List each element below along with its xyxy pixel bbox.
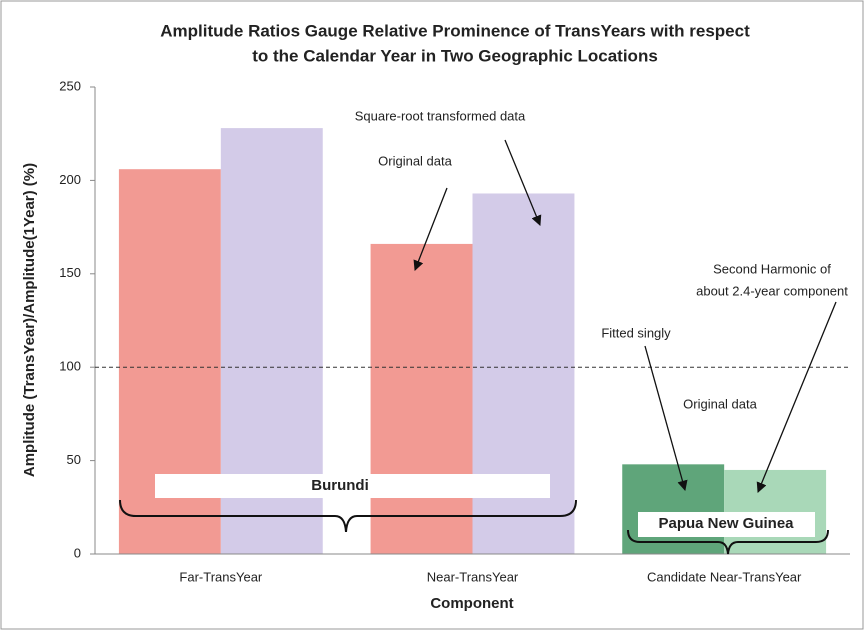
annotation: Square-root transformed data xyxy=(355,108,526,123)
y-tick-label: 250 xyxy=(59,78,81,93)
arrow xyxy=(644,345,688,492)
group-box xyxy=(638,512,815,537)
group-box xyxy=(155,474,550,498)
y-tick-label: 0 xyxy=(74,545,81,560)
arrow xyxy=(504,139,542,226)
annotation: Fitted singly xyxy=(601,325,671,340)
group-label: Papua New Guinea xyxy=(658,515,794,532)
y-tick-label: 200 xyxy=(59,172,81,187)
bar xyxy=(472,193,575,554)
y-tick-label: 150 xyxy=(59,265,81,280)
x-axis-title: Component xyxy=(430,595,513,612)
chart-title: Amplitude Ratios Gauge Relative Prominen… xyxy=(160,21,750,40)
x-tick-label: Near-TransYear xyxy=(427,569,519,584)
bar xyxy=(370,243,473,555)
y-tick-label: 100 xyxy=(59,359,81,374)
x-tick-label: Far-TransYear xyxy=(179,569,263,584)
y-axis-title: Amplitude (TransYear)/Amplitude(1Year) (… xyxy=(21,163,38,477)
arrow xyxy=(413,187,448,271)
y-tick-label: 50 xyxy=(67,452,81,467)
brace xyxy=(119,499,577,533)
bar xyxy=(622,464,725,554)
annotation: Second Harmonic of xyxy=(713,261,831,276)
annotation: Original data xyxy=(683,396,757,411)
group-label: Burundi xyxy=(311,477,369,494)
annotation: about 2.4-year component xyxy=(696,283,848,298)
chart-title: to the Calendar Year in Two Geographic L… xyxy=(252,46,658,65)
annotation: Original data xyxy=(378,153,452,168)
brace xyxy=(627,529,829,555)
x-tick-label: Candidate Near-TransYear xyxy=(647,569,802,584)
arrow xyxy=(756,301,837,493)
bar xyxy=(724,469,827,554)
